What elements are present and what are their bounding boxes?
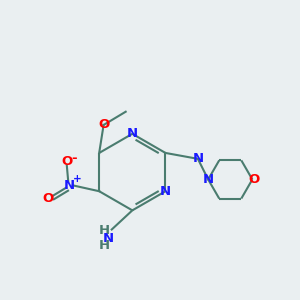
Text: +: +: [73, 174, 82, 184]
Text: O: O: [61, 155, 72, 168]
Text: O: O: [248, 173, 260, 186]
Text: N: N: [160, 185, 171, 198]
Text: -: -: [71, 152, 77, 165]
Text: O: O: [42, 192, 53, 205]
Text: N: N: [127, 127, 138, 140]
Text: H: H: [99, 239, 110, 252]
Text: N: N: [202, 173, 214, 186]
Text: H: H: [99, 224, 110, 238]
Text: N: N: [64, 179, 75, 192]
Text: O: O: [98, 118, 109, 131]
Text: N: N: [103, 232, 114, 245]
Text: N: N: [192, 152, 203, 165]
